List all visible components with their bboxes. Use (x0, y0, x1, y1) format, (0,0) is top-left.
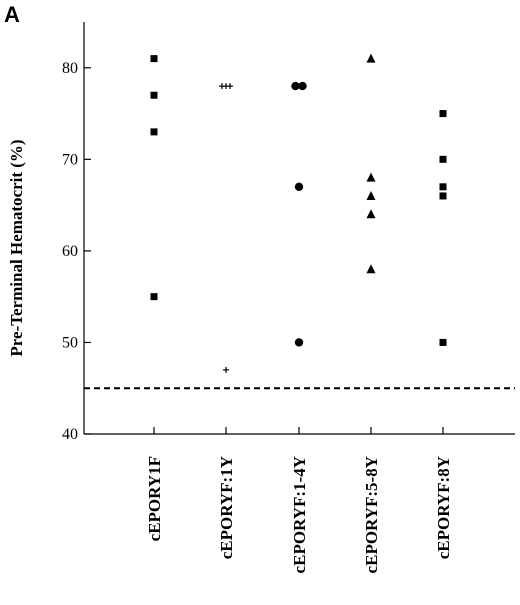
data-point-square (150, 293, 158, 301)
x-category-label: cEPORYF:5-8Y (362, 456, 381, 573)
axes: 40 50 60 70 80 cEPORY1F cEPORYF:1Y cEPORYF:1-4Y… (62, 22, 515, 573)
x-category-label: cEPORYF:1Y (217, 456, 236, 559)
y-tick-label: 60 (62, 243, 78, 260)
data-point-circle (294, 338, 304, 347)
data-point-square (439, 110, 447, 118)
data-point-square (439, 155, 447, 163)
data-point-square (439, 183, 447, 191)
y-tick-label: 40 (62, 426, 78, 443)
y-tick-label: 70 (62, 151, 78, 168)
data-point-triangle (366, 264, 376, 274)
data-points (150, 53, 447, 373)
data-point-circle (298, 81, 307, 91)
data-point-triangle (366, 190, 376, 200)
data-point-square (150, 91, 158, 99)
x-category-label: cEPORYF:8Y (434, 456, 453, 559)
y-tick-label: 50 (62, 334, 78, 351)
data-point-square (439, 192, 447, 200)
y-tick-label: 80 (62, 60, 78, 77)
y-axis-label-group: Pre-Terminal Hematocrit (%) (7, 139, 26, 356)
data-point-square (150, 128, 158, 136)
data-point-plus (227, 83, 233, 90)
data-point-triangle (366, 53, 376, 63)
data-point-circle (291, 81, 300, 91)
data-point-square (439, 338, 447, 346)
x-category-label: cEPORYF:1-4Y (290, 456, 309, 573)
data-point-plus (223, 366, 229, 373)
x-category-label: cEPORY1F (145, 456, 164, 541)
data-point-circle (294, 182, 304, 191)
data-point-square (150, 55, 158, 63)
data-point-triangle (366, 209, 376, 219)
data-point-triangle (366, 172, 376, 182)
panel-label: A (4, 2, 20, 27)
y-axis-label: Pre-Terminal Hematocrit (%) (7, 139, 26, 356)
